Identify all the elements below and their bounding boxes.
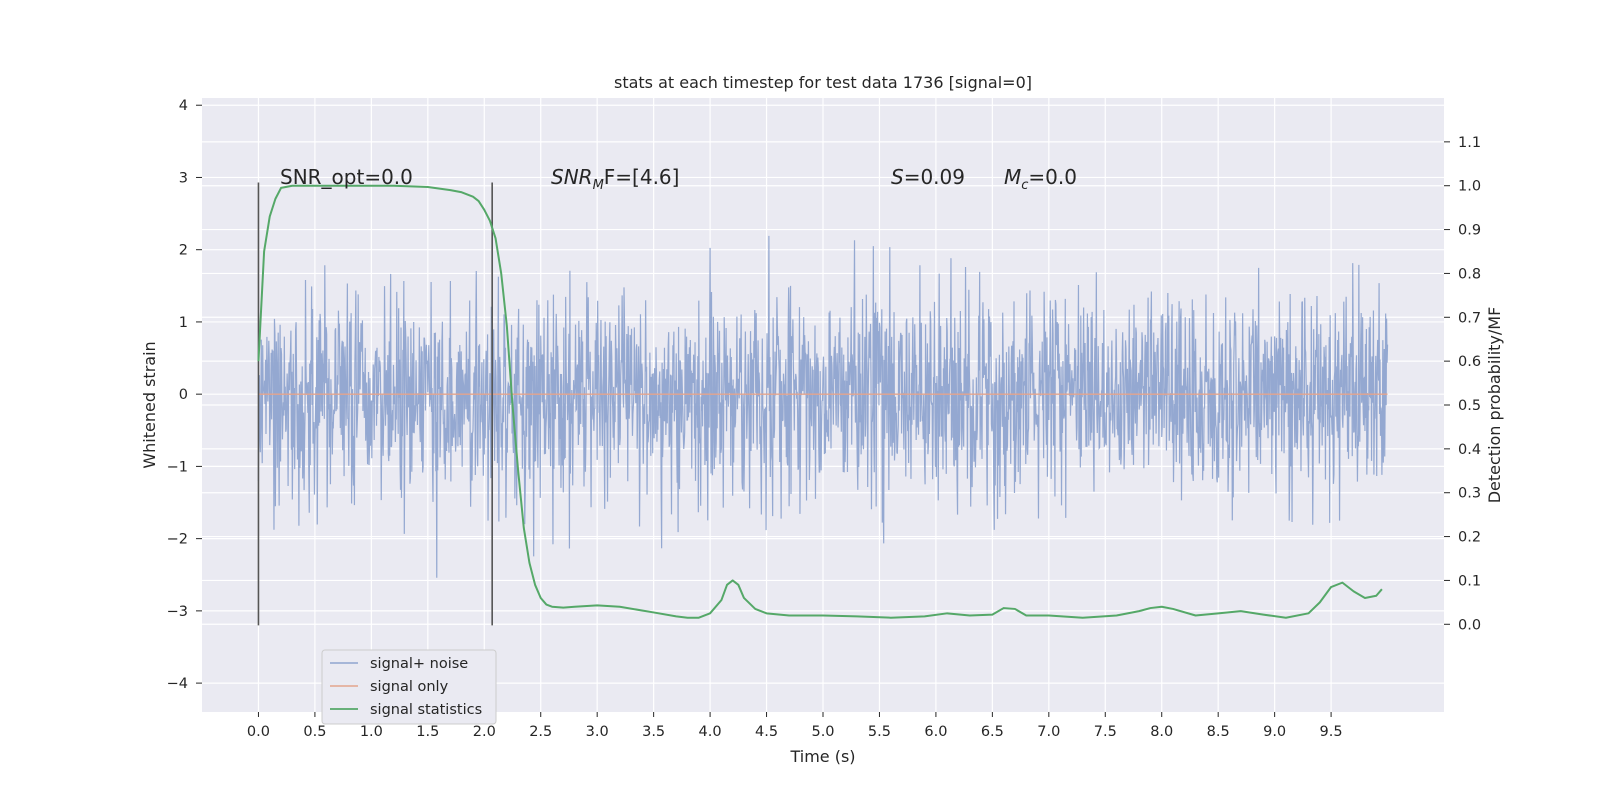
x-tick-label: 3.5	[642, 724, 665, 740]
x-tick-labels: 0.0 0.5 1.0 1.5 2.0 2.5 3.0 3.5 4.0 4.5 5.0 5.5 6.0 6…	[247, 712, 1343, 740]
x-tick-label: 5.5	[868, 724, 891, 740]
series-signal-statistics	[257, 184, 1383, 619]
x-tick-label: 3.0	[586, 724, 609, 740]
y-right-tick-label: 0.3	[1458, 486, 1481, 502]
y-tick-label: 1	[179, 315, 188, 331]
x-tick-label: 2.0	[473, 724, 496, 740]
annotation-snr-mf: SNRMF=[4.6]	[551, 165, 679, 193]
y-right-axis-label: Detection probability/MF	[1485, 307, 1504, 504]
y-right-tick-label: 0.8	[1458, 266, 1481, 282]
y-tick-label: −3	[167, 604, 188, 620]
y-tick-label: −4	[167, 676, 188, 692]
x-tick-label: 8.0	[1150, 724, 1173, 740]
legend-label-signal-only: signal only	[370, 679, 449, 695]
y-axis-label: Whitened strain	[140, 341, 159, 468]
y-tick-label: 3	[179, 170, 188, 186]
x-tick-label: 9.5	[1320, 724, 1343, 740]
y-right-tick-label: 0.1	[1458, 573, 1481, 589]
y-right-tick-label: 1.0	[1458, 179, 1481, 195]
annotation-s: S=0.09	[891, 165, 965, 189]
x-tick-label: 4.5	[755, 724, 778, 740]
x-tick-label: 0.0	[247, 724, 270, 740]
y-right-tick-label: 0.9	[1458, 223, 1481, 239]
y-right-tick-label: 0.5	[1458, 398, 1481, 414]
legend-box	[321, 649, 497, 725]
y-right-tick-label: 0.7	[1458, 310, 1481, 326]
annotation-mc: Mc=0.0	[1004, 165, 1077, 193]
chart-title: stats at each timestep for test data 173…	[614, 73, 1032, 92]
y-right-tick-label: 0.2	[1458, 530, 1481, 546]
signal-plus-noise-line	[257, 235, 1389, 578]
x-tick-label: 6.5	[981, 724, 1004, 740]
legend-label-signal-statistics: signal statistics	[370, 702, 482, 718]
y-tick-label: −2	[167, 532, 188, 548]
y-right-tick-label: 1.1	[1458, 135, 1481, 151]
x-tick-label: 0.5	[303, 724, 326, 740]
annotation-snr-opt: SNR_opt=0.0	[280, 165, 413, 189]
x-tick-label: 2.5	[529, 724, 552, 740]
y-right-tick-label: 0.4	[1458, 442, 1481, 458]
legend: signal+ noise signal only signal statist…	[321, 649, 497, 725]
y-right-tick-label: 0.0	[1458, 617, 1481, 633]
y-right-tick-label: 0.6	[1458, 354, 1481, 370]
x-tick-label: 9.0	[1263, 724, 1286, 740]
y-tick-label: 0	[179, 387, 188, 403]
x-tick-label: 1.0	[360, 724, 383, 740]
signal-statistics-line	[257, 184, 1383, 619]
x-tick-label: 7.0	[1037, 724, 1060, 740]
vertical-marker-lines	[257, 182, 493, 626]
x-tick-label: 6.0	[924, 724, 947, 740]
y-tick-label: 4	[179, 98, 188, 114]
x-tick-label: 1.5	[416, 724, 439, 740]
x-tick-label: 7.5	[1094, 724, 1117, 740]
y-tick-label: −1	[167, 459, 188, 475]
y-right-tick-labels: 0.0 0.1 0.2 0.3 0.4 0.5 0.6 0.7 0.8 0.9 1.0 1.1	[1444, 135, 1481, 633]
y-tick-labels: −4 −3 −2 −1 0 1 2 3 4	[167, 98, 202, 692]
x-axis-label: Time (s)	[789, 747, 855, 766]
x-tick-label: 4.0	[699, 724, 722, 740]
series-signal-plus-noise	[257, 235, 1389, 578]
x-tick-label: 8.5	[1207, 724, 1230, 740]
legend-label-signal-plus-noise: signal+ noise	[370, 656, 468, 672]
y-tick-label: 2	[179, 243, 188, 259]
x-tick-label: 5.0	[811, 724, 834, 740]
